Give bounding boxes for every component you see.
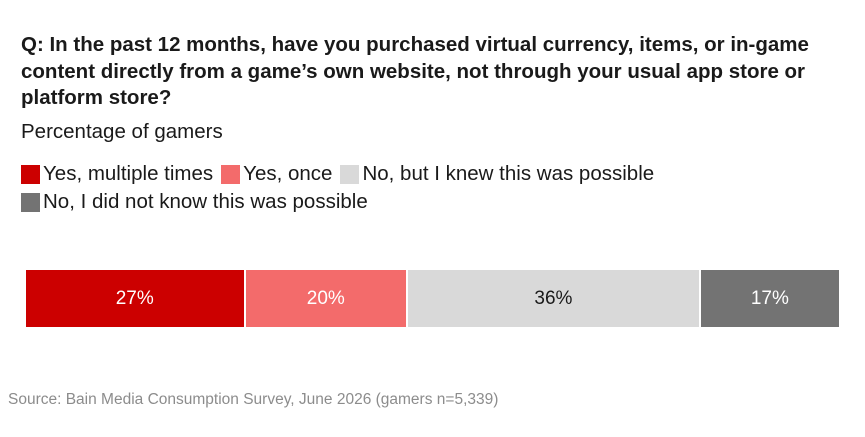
bar-segment-no-knew: 36% xyxy=(408,270,701,327)
legend-item-no-knew: No, but I knew this was possible xyxy=(340,162,654,186)
legend-item-no-did-not-know: No, I did not know this was possible xyxy=(21,190,368,214)
legend-label-no-did-not-know: No, I did not know this was possible xyxy=(43,190,368,213)
legend-swatch-yes-once xyxy=(221,164,241,184)
legend-row-2: No, I did not know this was possible xyxy=(21,188,821,216)
legend-label-yes-once: Yes, once xyxy=(243,162,333,185)
legend-swatch-no-knew xyxy=(340,164,360,184)
bar-segment-no-did-not-know: 17% xyxy=(700,270,839,327)
data-label-yes-multiple: 27% xyxy=(115,287,154,309)
legend-label-no-knew: No, but I knew this was possible xyxy=(362,162,655,185)
stacked-bar: 27% 20% 36% 17% xyxy=(26,270,839,327)
legend-row-1: Yes, multiple times Yes, once No, but I … xyxy=(21,160,821,188)
chart-subtitle: Percentage of gamers xyxy=(21,120,223,143)
data-label-yes-once: 20% xyxy=(306,287,345,309)
legend: Yes, multiple times Yes, once No, but I … xyxy=(21,160,821,216)
chart-title: Q: In the past 12 months, have you purch… xyxy=(21,33,809,109)
legend-swatch-yes-multiple xyxy=(21,164,40,184)
data-label-no-knew: 36% xyxy=(534,287,573,309)
source-note: Source: Bain Media Consumption Survey, J… xyxy=(8,391,499,408)
legend-label-yes-multiple: Yes, multiple times xyxy=(43,162,214,185)
bar-segment-yes-once: 20% xyxy=(245,270,409,327)
legend-swatch-no-did-not-know xyxy=(21,192,40,212)
data-label-no-did-not-know: 17% xyxy=(750,287,789,309)
legend-item-yes-once: Yes, once xyxy=(221,162,332,186)
legend-item-yes-multiple: Yes, multiple times xyxy=(21,162,213,186)
bar-segment-yes-multiple: 27% xyxy=(26,270,246,327)
